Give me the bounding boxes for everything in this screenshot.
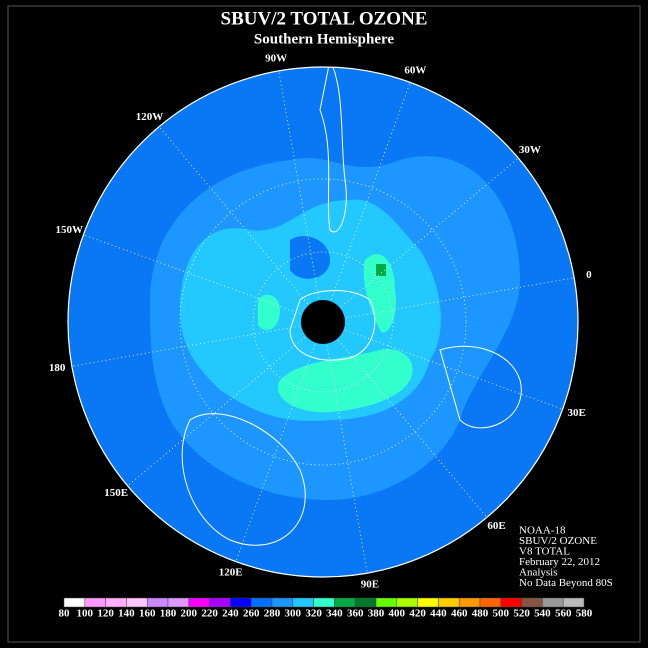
colorbar-label: 360	[347, 608, 364, 620]
colorbar-label: 580	[576, 608, 593, 620]
meridian	[83, 234, 324, 323]
colorbar-label: 340	[326, 608, 343, 620]
colorbar-swatch	[458, 597, 481, 608]
colorbar-label: 380	[368, 608, 385, 620]
meridian	[235, 321, 324, 562]
no-data-disc	[301, 300, 345, 344]
colorbar-label: 400	[389, 608, 406, 620]
colorbar-swatch	[438, 597, 460, 608]
colorbar-label: 80	[59, 608, 71, 620]
colorbar-label: 180	[160, 608, 177, 620]
ozone-contour	[376, 264, 386, 276]
meridian	[322, 157, 519, 323]
meridian	[278, 70, 324, 323]
colorbar-swatch	[521, 597, 543, 608]
info-line: No Data Beyond 80S	[519, 577, 613, 589]
meridian	[322, 82, 411, 323]
meridian	[71, 321, 324, 367]
colorbar-swatch	[375, 597, 398, 608]
subtitle: Southern Hemisphere	[254, 31, 394, 47]
coastline	[181, 67, 522, 546]
longitude-label: 0	[586, 269, 592, 281]
colorbar-swatch	[334, 597, 356, 608]
colorbar-swatch	[562, 597, 585, 608]
colorbar-swatch	[313, 597, 335, 608]
colorbar-swatch	[84, 597, 106, 608]
meridian	[322, 321, 368, 574]
colorbar-label: 140	[118, 608, 135, 620]
colorbar-label: 520	[513, 608, 530, 620]
meridian	[322, 321, 488, 518]
latitude-circle	[252, 251, 394, 393]
colorbar-swatch	[188, 597, 210, 608]
colorbar-swatch	[167, 597, 190, 608]
colorbar-label: 480	[472, 608, 489, 620]
colorbar-swatch	[105, 597, 127, 608]
longitude-label: 120W	[136, 111, 164, 123]
ozone-contour	[278, 349, 413, 413]
title: SBUV/2 TOTAL OZONE	[221, 8, 428, 29]
colorbar-label: 240	[222, 608, 239, 620]
colorbar-label: 420	[409, 608, 426, 620]
info-line: V8 TOTAL	[519, 546, 570, 558]
colorbar-label: 320	[305, 608, 322, 620]
latitude-circle	[179, 178, 467, 466]
longitude-label: 90E	[361, 578, 379, 590]
frame	[7, 5, 641, 643]
colorbar-label: 220	[201, 608, 218, 620]
longitude-label: 150W	[56, 224, 84, 236]
colorbar-label: 460	[451, 608, 468, 620]
info-line: SBUV/2 OZONE	[519, 535, 597, 547]
ozone-contour	[363, 254, 397, 333]
colorbar-swatch	[396, 597, 418, 608]
colorbar-label: 280	[264, 608, 281, 620]
colorbar-label: 300	[285, 608, 302, 620]
colorbar-label: 440	[430, 608, 447, 620]
colorbar-swatch	[417, 597, 439, 608]
colorbar-swatch	[500, 597, 522, 608]
colorbar: 80 100 120 140 160 180 200 220 240 260 280 300 320 34…	[59, 597, 593, 620]
colorbar-swatch	[354, 597, 377, 608]
meridian	[127, 321, 324, 487]
longitude-label: 90W	[265, 53, 287, 65]
meridian	[322, 277, 575, 323]
longitude-label: 60E	[487, 520, 505, 532]
info-line: February 22, 2012	[519, 556, 600, 568]
colorbar-swatch	[271, 597, 294, 608]
colorbar-label: 500	[493, 608, 510, 620]
longitude-label: 30W	[519, 144, 541, 156]
colorbar-label: 120	[97, 608, 114, 620]
colorbar-label: 200	[181, 608, 198, 620]
colorbar-label: 100	[77, 608, 94, 620]
meridian	[158, 126, 324, 323]
colorbar-swatch	[126, 597, 148, 608]
graticule	[71, 70, 575, 574]
info-line: Analysis	[519, 567, 558, 579]
colorbar-label: 560	[555, 608, 572, 620]
colorbar-swatch	[146, 597, 169, 608]
map-edge	[67, 66, 579, 578]
longitude-label: 150E	[104, 487, 128, 499]
ozone-contour	[258, 294, 280, 330]
colorbar-swatch	[250, 597, 273, 608]
colorbar-label: 540	[534, 608, 551, 620]
colorbar-swatch	[479, 597, 502, 608]
colorbar-swatch	[230, 597, 252, 608]
longitude-label: 30E	[568, 407, 586, 419]
colorbar-label: 260	[243, 608, 260, 620]
colorbar-swatch	[63, 597, 86, 608]
meridian	[322, 321, 563, 410]
colorbar-swatch	[292, 597, 314, 608]
colorbar-swatch	[209, 597, 231, 608]
colorbar-label: 160	[139, 608, 156, 620]
longitude-label: 120E	[219, 566, 243, 578]
longitude-label: 180	[49, 362, 66, 374]
colorbar-swatch	[542, 597, 564, 608]
info-line: NOAA-18	[519, 525, 566, 537]
ozone-contour	[290, 236, 330, 279]
longitude-label: 60W	[404, 65, 426, 77]
